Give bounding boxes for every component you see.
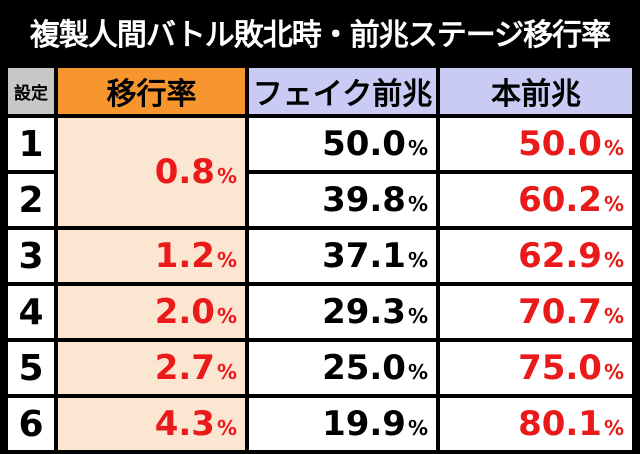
percent-sign: % — [407, 416, 428, 440]
percent-sign: % — [407, 136, 428, 160]
header-setting: 設定 — [8, 68, 54, 114]
percent-sign: % — [603, 136, 624, 160]
rate-value: 0.8 — [154, 152, 215, 192]
setting-cell: 2 — [8, 174, 54, 226]
page-title: 複製人間バトル敗北時・前兆ステージ移行率 — [29, 18, 611, 53]
rate-cell: 0.8% — [58, 118, 245, 226]
fake-value: 37.1 — [322, 236, 406, 276]
rate-cell: 1.2% — [58, 230, 245, 282]
percent-sign: % — [216, 164, 237, 188]
percent-sign: % — [603, 360, 624, 384]
real-value: 60.2 — [518, 180, 602, 220]
fake-value: 50.0 — [322, 124, 406, 164]
header-rate: 移行率 — [58, 68, 245, 114]
header-real: 本前兆 — [440, 68, 632, 114]
rate-cell: 2.7% — [58, 342, 245, 394]
setting-cell: 4 — [8, 286, 54, 338]
percent-sign: % — [407, 248, 428, 272]
percent-sign: % — [603, 304, 624, 328]
percent-sign: % — [603, 248, 624, 272]
real-cell: 80.1% — [440, 398, 632, 450]
real-cell: 70.7% — [440, 286, 632, 338]
percent-sign: % — [407, 192, 428, 216]
real-value: 50.0 — [518, 124, 602, 164]
percent-sign: % — [407, 360, 428, 384]
fake-value: 39.8 — [322, 180, 406, 220]
rate-value: 2.7 — [154, 348, 215, 388]
setting-cell: 1 — [8, 118, 54, 170]
percent-sign: % — [216, 416, 237, 440]
rate-cell: 4.3% — [58, 398, 245, 450]
real-cell: 75.0% — [440, 342, 632, 394]
table-row: 1 0.8% 50.0% 50.0% — [8, 118, 632, 226]
header-fake: フェイク前兆 — [249, 68, 436, 114]
rate-value: 4.3 — [154, 404, 215, 444]
rate-cell: 2.0% — [58, 286, 245, 338]
fake-cell: 25.0% — [249, 342, 436, 394]
table-row: 5 2.7% 25.0% 75.0% — [8, 342, 632, 394]
real-value: 80.1 — [518, 404, 602, 444]
fake-value: 29.3 — [322, 292, 406, 332]
real-value: 62.9 — [518, 236, 602, 276]
fake-value: 19.9 — [322, 404, 406, 444]
percent-sign: % — [216, 304, 237, 328]
fake-cell: 39.8% — [249, 174, 436, 226]
table-row: 4 2.0% 29.3% 70.7% — [8, 286, 632, 338]
fake-cell: 50.0% — [249, 118, 436, 170]
percent-sign: % — [216, 248, 237, 272]
rate-table: 設定 移行率 フェイク前兆 本前兆 1 0.8% 50.0% 50.0% 2 3… — [4, 64, 636, 454]
real-cell: 62.9% — [440, 230, 632, 282]
real-value: 75.0 — [518, 348, 602, 388]
real-cell: 50.0% — [440, 118, 632, 170]
setting-cell: 6 — [8, 398, 54, 450]
header-row: 設定 移行率 フェイク前兆 本前兆 — [8, 68, 632, 114]
percent-sign: % — [216, 360, 237, 384]
setting-cell: 5 — [8, 342, 54, 394]
table-row: 3 1.2% 37.1% 62.9% — [8, 230, 632, 282]
fake-value: 25.0 — [322, 348, 406, 388]
real-value: 70.7 — [518, 292, 602, 332]
setting-cell: 3 — [8, 230, 54, 282]
percent-sign: % — [603, 192, 624, 216]
percent-sign: % — [603, 416, 624, 440]
real-cell: 60.2% — [440, 174, 632, 226]
fake-cell: 37.1% — [249, 230, 436, 282]
fake-cell: 19.9% — [249, 398, 436, 450]
rate-value: 2.0 — [154, 292, 215, 332]
fake-cell: 29.3% — [249, 286, 436, 338]
percent-sign: % — [407, 304, 428, 328]
table-row: 6 4.3% 19.9% 80.1% — [8, 398, 632, 450]
rate-value: 1.2 — [154, 236, 215, 276]
table-row: 2 39.8% 60.2% — [8, 174, 632, 226]
